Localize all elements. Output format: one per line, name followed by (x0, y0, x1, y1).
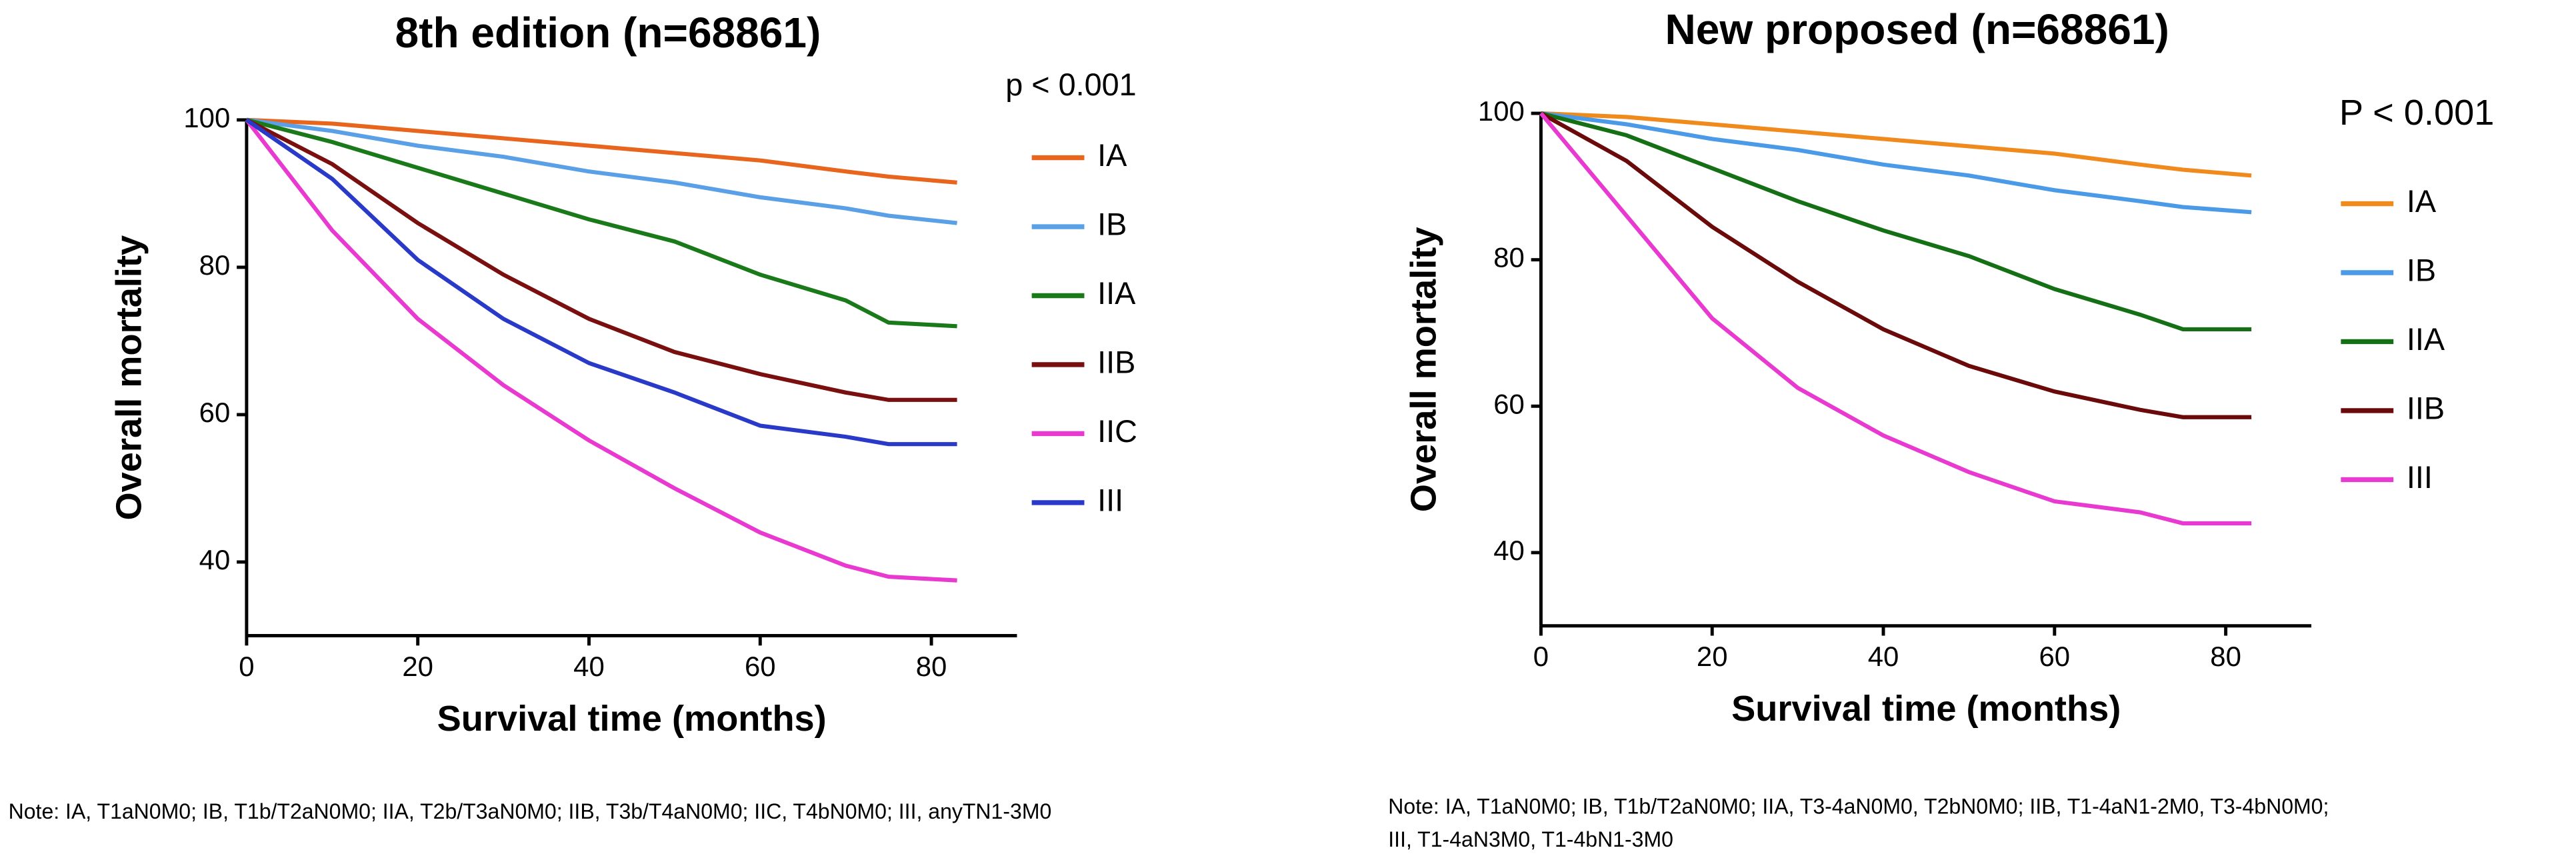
legend-label: III (2407, 460, 2433, 495)
x-tick-label: 40 (573, 651, 605, 682)
y-axis-title: Overall mortality (1403, 227, 1443, 513)
y-tick-label: 40 (199, 544, 231, 575)
y-tick-label: 100 (1478, 95, 1525, 127)
chart-title: New proposed (n=68861) (1665, 5, 2169, 53)
y-tick-label: 80 (199, 249, 231, 281)
chart-title: 8th edition (n=68861) (395, 9, 821, 57)
x-tick-label: 80 (916, 651, 947, 682)
y-axis-title: Overall mortality (109, 235, 149, 521)
y-tick-label: 60 (199, 397, 231, 428)
x-tick-label: 0 (239, 651, 254, 682)
survival-curve (1539, 111, 2252, 419)
survival-curve (246, 117, 957, 329)
x-tick-label: 60 (2039, 641, 2071, 672)
note: Note: IA, T1aN0M0; IB, T1b/T2aN0M0; IIA,… (9, 799, 1052, 823)
legend-label: IB (2407, 253, 2436, 287)
legend-label: IA (1097, 138, 1127, 173)
survival-curve (245, 118, 957, 402)
legend-label: IA (2407, 184, 2437, 219)
survival-curve (246, 117, 957, 225)
x-axis-title: Survival time (months) (437, 699, 827, 739)
x-tick-label: 80 (2210, 641, 2241, 672)
survival-curve (1541, 111, 2252, 178)
p-value: p < 0.001 (1005, 67, 1136, 102)
x-tick-label: 0 (1533, 641, 1549, 672)
note: Note: IA, T1aN0M0; IB, T1b/T2aN0M0; IIA,… (1388, 795, 2329, 819)
p-value: P < 0.001 (2339, 93, 2495, 133)
y-tick-label: 40 (1493, 535, 1525, 566)
y-tick-label: 60 (1493, 388, 1525, 419)
survival-curve (1541, 111, 2252, 215)
survival-curve (245, 118, 957, 447)
x-tick-label: 20 (1697, 641, 1728, 672)
x-tick-label: 20 (402, 651, 433, 682)
note: III, T1-4aN3M0, T1-4bN1-3M0 (1388, 827, 1673, 851)
legend-label: III (1097, 483, 1123, 517)
legend-label: IIB (1097, 345, 1135, 379)
legend-label: IB (1097, 207, 1127, 241)
legend-label: IIC (1097, 414, 1137, 449)
x-tick-label: 60 (745, 651, 776, 682)
legend-label: IIA (1097, 276, 1136, 311)
survival-curve (1540, 111, 2252, 332)
y-tick-label: 100 (183, 102, 230, 133)
survival-curve (245, 118, 957, 583)
survival-curve (1539, 112, 2252, 526)
x-tick-label: 40 (1868, 641, 1899, 672)
x-axis-title: Survival time (months) (1731, 689, 2121, 729)
legend-label: IIB (2407, 391, 2445, 425)
survival-curve (246, 117, 957, 185)
legend-label: IIA (2407, 322, 2445, 357)
y-tick-label: 80 (1493, 242, 1525, 273)
